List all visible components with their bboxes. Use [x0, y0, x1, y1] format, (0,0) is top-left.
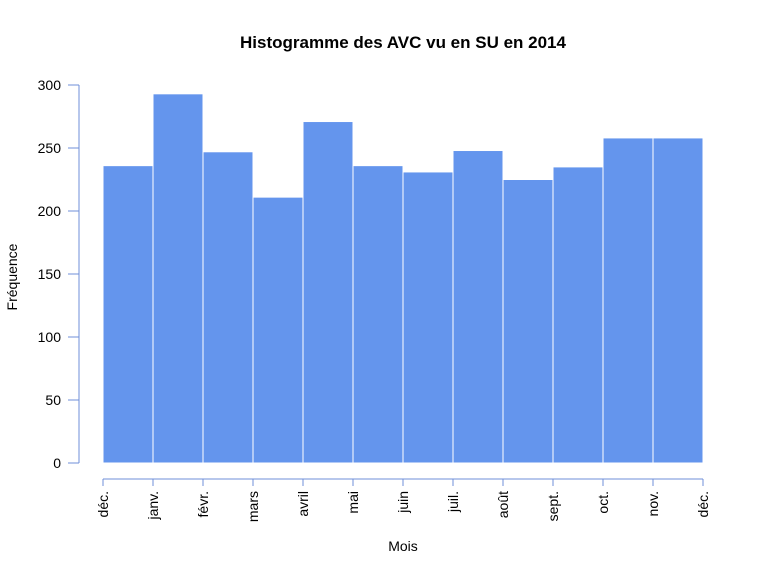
y-tick-label: 100 — [38, 329, 62, 345]
y-tick-label: 0 — [53, 455, 61, 471]
x-tick-label: sept. — [545, 491, 561, 521]
x-tick-label: oct. — [595, 491, 611, 514]
y-tick-label: 150 — [38, 266, 62, 282]
histogram-bar — [152, 93, 204, 464]
y-tick-label: 50 — [45, 392, 61, 408]
x-tick-label: déc. — [695, 491, 711, 517]
histogram-bar — [452, 150, 504, 464]
histogram-bar — [102, 165, 154, 464]
y-axis: 0 50 100 150 200 250 300 — [38, 77, 80, 471]
histogram-bar — [302, 121, 354, 464]
histogram-bar — [352, 165, 404, 464]
chart-title: Histogramme des AVC vu en SU en 2014 — [240, 33, 566, 52]
y-axis-label: Fréquence — [4, 243, 20, 310]
x-tick-label: déc. — [95, 491, 111, 517]
histogram-bar — [252, 196, 304, 464]
x-tick-label: janv. — [145, 491, 161, 521]
histogram-bar — [202, 151, 254, 464]
x-tick-label: juin — [395, 491, 411, 514]
histogram-bar — [602, 137, 654, 464]
x-tick-label: mars — [245, 491, 261, 522]
histogram-bar — [652, 137, 704, 464]
x-axis-label: Mois — [388, 538, 418, 554]
x-tick-label: févr. — [195, 491, 211, 517]
histogram-bar — [402, 171, 454, 464]
x-tick-label: nov. — [645, 491, 661, 516]
histogram-bar — [552, 166, 604, 464]
y-tick-label: 250 — [38, 140, 62, 156]
x-axis: déc. janv. févr. mars avril mai juin juil. août s… — [95, 478, 711, 522]
histogram-bar — [502, 179, 554, 464]
x-tick-label: mai — [345, 491, 361, 514]
x-tick-label: août — [495, 491, 511, 518]
y-tick-label: 200 — [38, 203, 62, 219]
x-tick-label: avril — [295, 491, 311, 517]
x-tick-label: juil. — [445, 491, 461, 513]
y-tick-label: 300 — [38, 77, 62, 93]
bars-group — [102, 93, 704, 464]
